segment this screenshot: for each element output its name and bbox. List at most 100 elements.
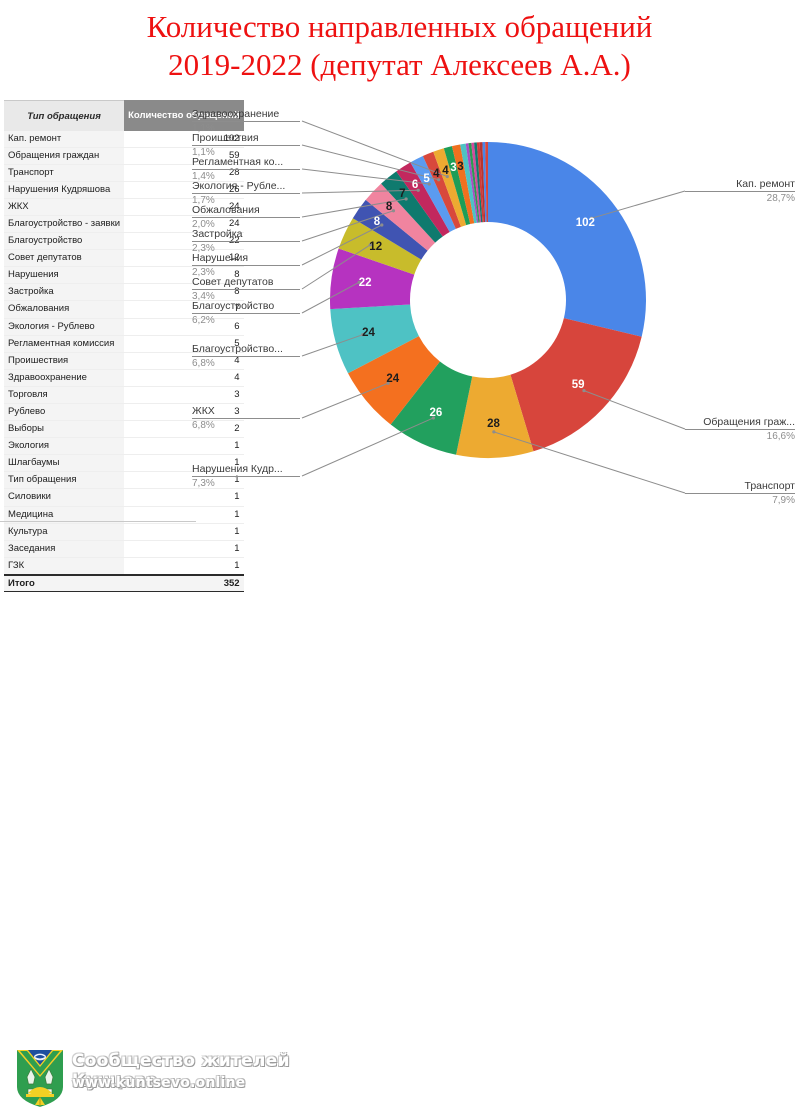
table-row: ЖКХ 24 xyxy=(4,198,244,216)
table-row: Проишествия 4 xyxy=(4,352,244,370)
leader-line xyxy=(591,190,686,219)
slice-value: 8 xyxy=(385,200,393,213)
slice-value: 6 xyxy=(411,179,419,192)
callout-percent: 2,3% xyxy=(192,267,215,278)
callout-label: Здравоохранение 1,1% xyxy=(192,108,300,135)
donut-slice[interactable] xyxy=(381,171,443,243)
table-row: Выборы 2 xyxy=(4,420,244,439)
table-row: Рублево 3 xyxy=(4,403,244,422)
donut-slice[interactable] xyxy=(471,142,482,223)
table-row: Обжалования 7 xyxy=(4,300,244,319)
donut-slice[interactable] xyxy=(330,304,419,374)
cell-type: Шлагбаумы xyxy=(4,454,125,473)
slice-value: 26 xyxy=(429,406,443,419)
donut-slice[interactable] xyxy=(476,142,484,223)
callout-rule xyxy=(192,418,300,419)
donut-slice[interactable] xyxy=(451,144,475,225)
table-row: Регламентная комиссия 5 xyxy=(4,335,244,353)
leader-dot xyxy=(590,216,594,220)
callout-label: Регламентная ко... 1,4% xyxy=(192,156,300,183)
donut-slice[interactable] xyxy=(482,142,487,223)
donut-slice[interactable] xyxy=(330,248,415,310)
callout-rule xyxy=(192,241,300,242)
cell-type: ГЗК xyxy=(4,557,125,576)
leader-dot xyxy=(361,333,365,337)
donut-slice[interactable] xyxy=(348,336,440,425)
donut-slice[interactable] xyxy=(338,218,422,275)
leader-line xyxy=(301,334,363,357)
callout-rule xyxy=(192,121,300,122)
donut-slice[interactable] xyxy=(485,142,488,223)
donut-slice[interactable] xyxy=(365,183,436,251)
callout-name: Обращения граж... xyxy=(703,416,795,428)
donut-slice[interactable] xyxy=(390,361,473,455)
callout-name: Транспорт xyxy=(744,480,796,492)
table-row: Транспорт 28 xyxy=(4,164,244,182)
leader-line xyxy=(301,244,371,290)
cell-count: 3 xyxy=(124,403,244,422)
donut-slice[interactable] xyxy=(468,142,480,223)
cell-type: Регламентная комиссия xyxy=(4,335,125,353)
table-row: Совет депутатов 12 xyxy=(4,249,244,268)
leader-dot xyxy=(431,416,435,420)
donut-slice[interactable] xyxy=(433,148,467,227)
donut-slice[interactable] xyxy=(488,142,646,337)
donut-slice[interactable] xyxy=(479,142,486,223)
slice-value: 24 xyxy=(386,373,400,386)
donut-slice[interactable] xyxy=(460,143,477,224)
callout-percent: 2,0% xyxy=(192,219,215,230)
cell-count: 1 xyxy=(124,454,244,473)
donut-slice[interactable] xyxy=(396,162,450,237)
donut-slice[interactable] xyxy=(474,142,483,223)
table-row: Здравоохранение 4 xyxy=(4,369,244,387)
donut-slice[interactable] xyxy=(456,374,534,459)
callout-percent: 1,1% xyxy=(192,123,215,134)
title-line-1: Количество направленных обращений xyxy=(146,9,653,44)
cell-count: 22 xyxy=(124,232,244,251)
donut-slice[interactable] xyxy=(465,143,479,223)
cell-count: 8 xyxy=(124,266,244,285)
donut-slice[interactable] xyxy=(443,146,471,226)
callout-percent: 6,2% xyxy=(192,315,215,326)
cell-type: Транспорт xyxy=(4,164,125,182)
table-row: Нарушения Кудряшова 26 xyxy=(4,181,244,199)
callout-label: Кап. ремонт 28,7% xyxy=(685,178,795,205)
cell-count: 12 xyxy=(124,249,244,268)
donut-slice[interactable] xyxy=(352,199,428,260)
leader-line xyxy=(301,382,389,419)
slice-value: 59 xyxy=(571,379,585,392)
slice-value: 5 xyxy=(423,172,430,185)
cell-count: 5 xyxy=(124,335,244,353)
leader-dot xyxy=(416,188,420,192)
callout-percent: 28,7% xyxy=(766,193,795,204)
table-row: Нарушения 8 xyxy=(4,266,244,285)
cell-count: 26 xyxy=(124,181,244,199)
table-row: Экология 1 xyxy=(4,437,244,456)
cell-count: 8 xyxy=(124,283,244,302)
slice-value: 4 xyxy=(442,164,449,177)
cell-count: 4 xyxy=(124,369,244,387)
callout-name: Застройка xyxy=(192,228,243,240)
cell-count: 59 xyxy=(124,147,244,165)
donut-slice[interactable] xyxy=(510,318,642,452)
brand-url[interactable]: www.kuntsevo.online xyxy=(72,1075,246,1091)
callout-name: Совет депутатов xyxy=(192,276,274,288)
callout-rule xyxy=(192,289,300,290)
cell-type: Благоустройство - заявки xyxy=(4,215,125,234)
cell-type: Застройка xyxy=(4,283,125,302)
leader-dot xyxy=(368,243,372,247)
total-label: Итого xyxy=(4,573,125,592)
callout-percent: 7,3% xyxy=(192,478,215,489)
callout-percent: 1,4% xyxy=(192,171,215,182)
callout-label: ЖКХ 6,8% xyxy=(192,405,300,432)
cell-type: Тип обращения xyxy=(4,471,125,490)
callout-name: Здравоохранение xyxy=(192,108,280,120)
cell-count: 7 xyxy=(124,300,244,319)
donut-svg xyxy=(301,120,686,494)
cell-type: Здравоохранение xyxy=(4,369,125,387)
table-total-row: Итого 352 xyxy=(4,573,244,592)
cell-count: 24 xyxy=(124,215,244,234)
callout-label: Экология - Рубле... 1,7% xyxy=(192,180,300,207)
table-row: Экология - Рублево 6 xyxy=(4,318,244,336)
callout-rule xyxy=(192,193,300,194)
